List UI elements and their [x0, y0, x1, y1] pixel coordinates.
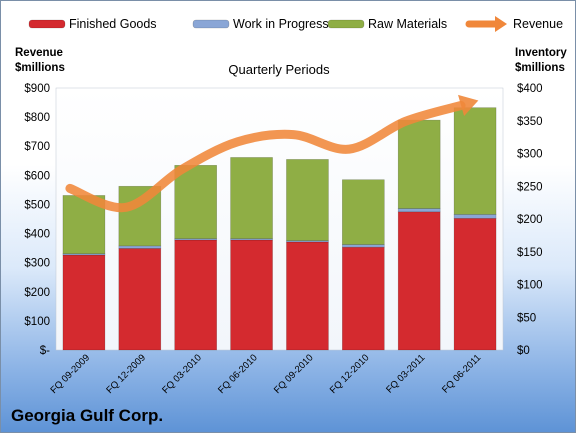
legend-label: Work in Progress	[233, 17, 329, 31]
left-tick-label: $200	[24, 287, 50, 299]
legend: Finished Goods Work in Progress Raw Materi…	[28, 16, 563, 32]
raw-materials-segment	[397, 119, 441, 209]
right-tick-label: $200	[517, 214, 543, 226]
x-tick-label: FQ 06-2010	[216, 352, 260, 396]
work-in-progress-segment	[453, 214, 497, 219]
left-tick-label: $500	[24, 199, 50, 211]
left-tick-label: $700	[24, 141, 50, 153]
right-axis: $0 $50 $100 $150 $200 $250 $300 $350 $400	[517, 83, 543, 357]
legend-swatch	[327, 19, 365, 29]
left-axis-title-line1: Revenue	[15, 47, 63, 59]
left-tick-label: $-	[40, 345, 50, 357]
revenue-arrowhead	[458, 94, 479, 117]
right-tick-label: $250	[517, 181, 543, 193]
left-tick-label: $100	[24, 316, 50, 328]
left-tick-label: $600	[24, 170, 50, 182]
revenue-line	[65, 100, 466, 213]
x-tick-label: FQ 03-2011	[384, 352, 427, 395]
left-axis-title-line2: $millions	[15, 62, 65, 74]
finished-goods-segment	[397, 211, 441, 351]
bars	[62, 107, 497, 351]
left-tick-label: $300	[24, 258, 50, 270]
legend-label: Raw Materials	[368, 17, 447, 31]
x-tick-label: FQ 09-2009	[48, 352, 92, 396]
legend-swatch	[28, 19, 66, 29]
right-tick-label: $350	[517, 116, 543, 128]
right-tick-label: $100	[517, 280, 543, 292]
finished-goods-segment	[453, 218, 497, 351]
x-tick-label: FQ 12-2009	[104, 352, 148, 396]
company-name: Georgia Gulf Corp.	[11, 406, 163, 425]
x-axis: FQ 09-2009 FQ 12-2009 FQ 03-2010 FQ 06-2010…	[48, 352, 483, 396]
work-in-progress-segment	[342, 244, 385, 248]
finished-goods-segment	[174, 239, 217, 351]
x-tick-label: FQ 12-2010	[328, 352, 372, 396]
legend-swatch-revenue-arrow	[495, 16, 507, 32]
legend-label: Revenue	[513, 17, 563, 31]
raw-materials-segment	[286, 159, 329, 241]
finished-goods-segment	[118, 248, 162, 351]
finished-goods-segment	[230, 239, 273, 351]
right-axis-title-line2: $millions	[515, 62, 565, 74]
x-tick-label: FQ 06-2011	[440, 352, 483, 395]
left-tick-label: $800	[24, 112, 50, 124]
right-tick-label: $50	[517, 312, 536, 324]
raw-materials-segment	[174, 164, 217, 239]
x-tick-label: FQ 09-2010	[272, 352, 316, 396]
work-in-progress-segment	[397, 208, 441, 213]
left-axis: $- $100 $200 $300 $400 $500 $600 $700 $800 $900	[24, 83, 50, 357]
right-tick-label: $150	[517, 247, 543, 259]
work-in-progress-segment	[118, 245, 162, 249]
right-tick-label: $0	[517, 345, 530, 357]
legend-swatch	[192, 19, 230, 29]
left-tick-label: $900	[24, 83, 50, 95]
x-tick-label: FQ 03-2010	[160, 352, 204, 396]
raw-materials-segment	[230, 157, 273, 239]
finished-goods-segment	[342, 246, 385, 351]
right-axis-title-line1: Inventory	[515, 47, 567, 59]
finished-goods-segment	[286, 241, 329, 351]
legend-label: Finished Goods	[69, 17, 157, 31]
raw-materials-segment	[453, 107, 497, 215]
finished-goods-segment	[62, 254, 106, 351]
revenue-line-layer	[65, 94, 479, 213]
chart-subtitle: Quarterly Periods	[228, 62, 330, 77]
right-tick-label: $300	[517, 149, 543, 161]
raw-materials-segment	[342, 179, 385, 245]
right-tick-label: $400	[517, 83, 543, 95]
left-tick-label: $400	[24, 229, 50, 241]
